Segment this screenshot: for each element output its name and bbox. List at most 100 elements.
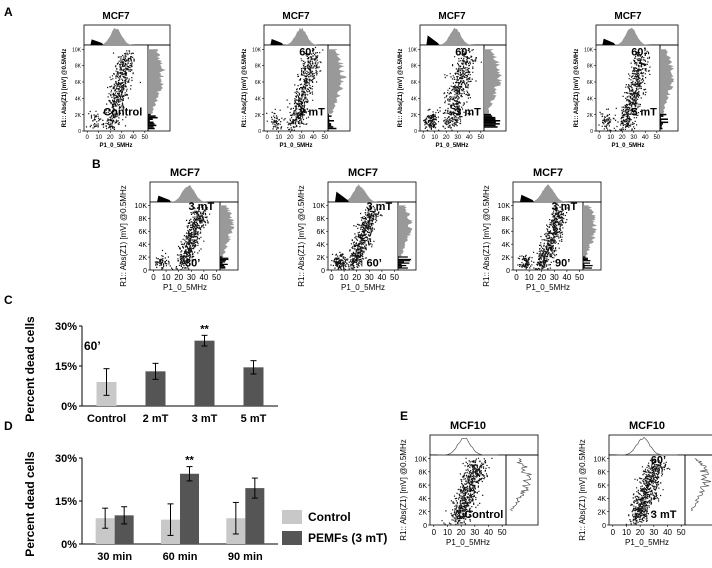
top-hist-frame: [429, 434, 539, 456]
plot-title: MCF10: [629, 420, 665, 432]
legend-swatch: [282, 510, 302, 524]
x-tick-label: 20: [619, 135, 626, 141]
x-tick-label: 10: [340, 273, 349, 282]
bar: [145, 371, 166, 406]
x-tick-label: 20: [174, 273, 183, 282]
y-tick-label: 8K: [501, 216, 510, 223]
right-histogram-dead: [660, 113, 667, 116]
treatment-label: 5 mT: [631, 107, 657, 119]
top-histogram: [616, 436, 678, 456]
top-hist-frame: [608, 434, 712, 456]
top-histogram: [270, 27, 322, 45]
right-histogram-dead: [583, 261, 584, 263]
y-tick-label: 8K: [411, 64, 418, 70]
right-histogram: [328, 49, 347, 114]
y-tick-label: 4K: [587, 96, 594, 102]
x-tick-label: 2 mT: [143, 413, 169, 425]
x-tick-label: 50: [498, 528, 507, 537]
treatment-label: 3 mT: [651, 509, 677, 521]
right-histogram-dead: [398, 262, 410, 264]
right-histogram-dead: [328, 113, 329, 116]
x-tick-label: 30: [298, 135, 305, 141]
right-histogram-dead: [328, 127, 337, 130]
x-axis-label: P1_0_5MHz: [341, 283, 385, 292]
y-tick-label: 10K: [313, 203, 326, 210]
x-tick-label: 50: [477, 135, 484, 141]
right-histogram-dead: [328, 126, 334, 128]
y-tick-label: 6K: [75, 80, 82, 86]
x-axis-label: P1_0_5MHz: [99, 143, 132, 149]
y-tick-label: 10K: [498, 203, 511, 210]
y-tick-label: 0: [78, 129, 81, 135]
right-histogram-dead: [583, 256, 586, 258]
x-tick-label: 3 mT: [192, 413, 218, 425]
x-tick-label: 60 min: [163, 551, 198, 563]
x-axis-label: P1_0_5MHz: [279, 143, 312, 149]
right-histogram-dead: [328, 121, 330, 124]
y-tick-label: 10K: [415, 456, 428, 463]
right-histogram-dead: [660, 123, 664, 125]
right-histogram-dead: [148, 116, 158, 119]
y-tick-label: 2K: [316, 255, 325, 262]
y-axis-label: R1:: Abs(Z1) [mV] @0.5MHz: [398, 49, 404, 128]
right-histogram-dead: [398, 257, 399, 259]
x-tick-label: 30: [550, 273, 559, 282]
bar: [243, 367, 264, 406]
top-histogram-dead: [335, 191, 349, 202]
x-tick-label: 0: [422, 135, 426, 141]
x-tick-label: 50: [141, 135, 148, 141]
right-histogram-dead: [148, 124, 157, 127]
y-tick-label: 8K: [138, 216, 147, 223]
plot-title: MCF7: [170, 167, 200, 179]
right-histogram-dead: [148, 127, 155, 130]
top-histogram-dead: [157, 195, 171, 202]
top-histogram: [520, 184, 576, 202]
y-tick-label: 2K: [587, 113, 594, 119]
scatter-points: [598, 47, 651, 132]
y-axis-label: R1:: Abs(Z1) [mV] @0.5MHz: [399, 439, 408, 540]
scatter-points: [441, 457, 493, 526]
time-annotation: 60’: [84, 339, 101, 353]
treatment-label: Control: [464, 509, 503, 521]
x-tick-label: 20: [537, 273, 546, 282]
y-tick-label: 2K: [411, 113, 418, 119]
x-tick-label: 0: [432, 528, 437, 537]
y-tick-label: 8K: [75, 64, 82, 70]
scatter-points: [266, 46, 324, 131]
chart-d: 0% 15% 30% Percent dead cells 30 min ** 60 min…: [23, 451, 387, 563]
panel-label-c: C: [4, 293, 13, 307]
cyto-e-2: MCF10 0 10 20 30 40 50 0 2K 4K 6K 8K 10K P1_0_5MHz R1:…: [578, 420, 712, 547]
x-tick-label: 40: [199, 273, 208, 282]
treatment-label: Control: [103, 107, 142, 119]
top-histogram-dead: [270, 39, 284, 45]
bar: [95, 518, 115, 544]
y-tick-label: 6K: [587, 80, 594, 86]
y-tick-label: 10K: [584, 47, 594, 53]
x-tick-label: 50: [321, 135, 328, 141]
x-tick-label: 40: [663, 528, 672, 537]
right-histogram-dead: [484, 123, 500, 125]
right-histogram-dead: [148, 113, 151, 116]
x-tick-label: 0: [598, 135, 602, 141]
right-hist-frame: [684, 454, 712, 526]
time-label: 60’: [651, 454, 666, 466]
right-histogram-dead: [583, 258, 588, 261]
right-histogram: [398, 205, 413, 257]
x-tick-label: 10: [162, 273, 171, 282]
y-tick-label: 2K: [597, 510, 606, 517]
y-tick-label: 30%: [55, 453, 77, 465]
scatter-points: [625, 458, 671, 526]
right-histogram-dead: [660, 116, 661, 119]
plot-title: MCF10: [450, 420, 486, 432]
panel-label-a: A: [4, 5, 13, 19]
right-histogram-dead: [220, 263, 228, 265]
right-histogram-dead: [220, 258, 229, 261]
right-histogram-dead: [398, 256, 408, 258]
y-tick-label: 4K: [597, 496, 606, 503]
y-tick-label: 2K: [418, 510, 427, 517]
x-tick-label: 50: [212, 273, 221, 282]
x-tick-label: 40: [484, 528, 493, 537]
